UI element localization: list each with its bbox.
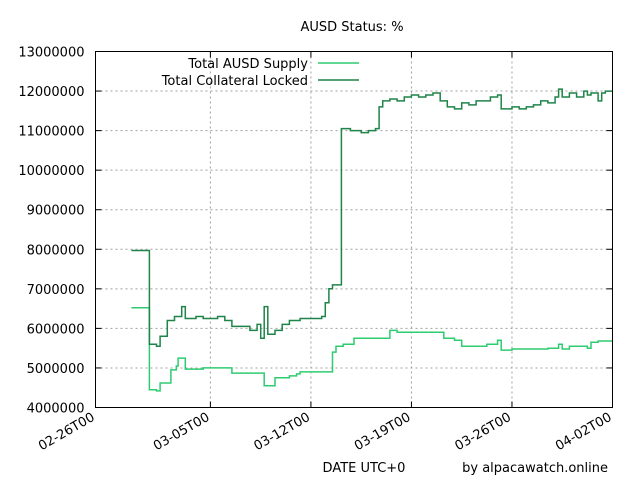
x-tick-label: 04-02T00 [553, 410, 614, 454]
y-tick-label: 4000000 [27, 402, 85, 417]
legend: Total AUSD Supply Total Collateral Locke… [161, 57, 359, 89]
y-tick-label: 10000000 [18, 164, 84, 179]
series-line-collateral [131, 88, 613, 347]
y-tick-label: 5000000 [27, 362, 85, 377]
x-tick-label: 03-05T00 [151, 410, 212, 454]
y-tick-label: 6000000 [27, 322, 85, 337]
credit-text: by alpacawatch.online [462, 461, 608, 476]
x-tick-label: 03-19T00 [352, 410, 413, 454]
y-tick-label: 13000000 [18, 46, 84, 61]
x-axis: 02-26T00 03-05T00 03-12T00 03-19T00 03-26T00… [36, 51, 615, 454]
chart-title: AUSD Status: % [300, 20, 403, 35]
y-tick-label: 9000000 [27, 204, 85, 219]
y-tick-label: 7000000 [27, 283, 85, 298]
y-axis: 4000000 5000000 6000000 7000000 8000000 90000… [18, 46, 613, 417]
legend-label-supply: Total AUSD Supply [187, 57, 308, 72]
gridlines [95, 51, 613, 408]
series-line-supply [131, 307, 613, 392]
legend-label-collateral: Total Collateral Locked [161, 74, 308, 89]
plot-border [95, 51, 613, 408]
x-tick-label: 02-26T00 [36, 410, 97, 454]
y-tick-label: 11000000 [18, 125, 84, 140]
x-tick-label: 03-12T00 [251, 410, 312, 454]
x-axis-label: DATE UTC+0 [323, 461, 406, 476]
y-tick-label: 12000000 [18, 85, 84, 100]
y-tick-label: 8000000 [27, 243, 85, 258]
series-lines [131, 88, 613, 392]
x-tick-label: 03-26T00 [453, 410, 514, 454]
